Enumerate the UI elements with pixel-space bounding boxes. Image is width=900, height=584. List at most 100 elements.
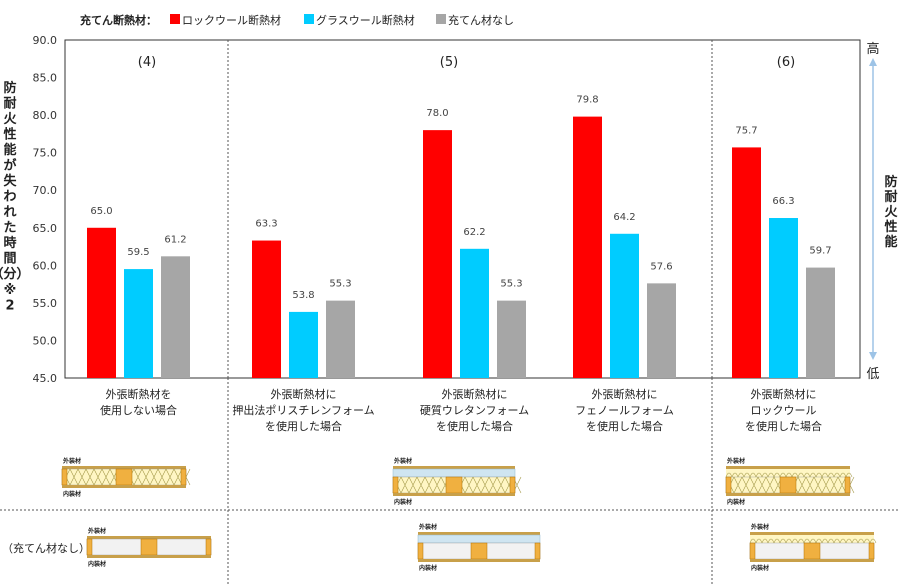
diagram-inner-board — [418, 559, 540, 562]
group-label-line: 外張断熱材に — [592, 387, 658, 401]
diagram-inner-board — [750, 559, 874, 562]
diagram-end-post — [749, 542, 756, 560]
group-label-line: 押出法ポリスチレンフォーム — [232, 403, 374, 417]
bar-value-label: 79.8 — [576, 95, 598, 106]
bar — [423, 130, 452, 378]
diagram-outer-label: 外装材 — [750, 523, 769, 531]
diagram-inner-label: 内装材 — [394, 498, 412, 506]
panel-labels: (4) (5) (6) — [138, 55, 795, 70]
diagram-inner-board — [62, 485, 186, 488]
diagram-outer-label: 外装材 — [726, 457, 745, 465]
diagram-outer-label: 外装材 — [393, 457, 412, 465]
right-axis-title-char: 性 — [884, 219, 897, 235]
y-axis-ticks: 45.0 50.0 55.0 60.0 65.0 70.0 75.0 80.0 85.0 90.0 — [33, 34, 58, 385]
y-axis-title-char: た — [3, 221, 16, 236]
diagram-end-post — [868, 542, 875, 560]
right-axis-high: 高 — [866, 41, 879, 57]
bar — [497, 300, 526, 378]
bar-value-label: 55.3 — [329, 279, 351, 290]
diagram-outer-label: 外装材 — [418, 523, 437, 531]
bar — [87, 227, 116, 378]
diagram-inner-board — [87, 555, 211, 558]
panel-dividers — [227, 40, 713, 378]
y-axis-title-char: わ — [3, 190, 16, 205]
bar-value-label: 61.2 — [164, 234, 186, 245]
bar-value-label: 66.3 — [772, 196, 794, 207]
diagram-inner-board — [726, 493, 850, 496]
y-axis-title-char: ※ — [4, 283, 17, 298]
group-label-line: 外張断熱材に — [271, 387, 337, 401]
legend-label-nofill: 充てん材なし — [448, 13, 514, 27]
group-label-line: 外張断熱材を — [106, 387, 172, 401]
diagram-outer-board — [87, 536, 211, 539]
diagram-outer-board — [62, 466, 186, 469]
diagram-end-post — [509, 476, 516, 494]
y-tick-label: 50.0 — [33, 334, 58, 347]
y-axis-title-char: 時 — [3, 235, 16, 251]
legend-swatch-nofill — [436, 14, 446, 24]
bar — [806, 267, 835, 378]
legend-title: 充てん断熱材： — [80, 13, 157, 27]
right-axis-arrow-up — [869, 58, 877, 66]
y-tick-label: 55.0 — [33, 297, 58, 310]
diagram-inner-label: 内装材 — [419, 564, 437, 572]
diagram-end-post — [725, 476, 732, 494]
bar-value-label: 62.2 — [463, 227, 485, 238]
bar — [647, 283, 676, 378]
y-tick-label: 75.0 — [33, 147, 58, 160]
diagram-end-post — [205, 538, 212, 556]
right-axis-title-char: 能 — [884, 234, 897, 250]
group-label-line: を使用した場合 — [436, 419, 513, 433]
diagram-end-post — [180, 468, 187, 486]
bar-value-label: 64.2 — [613, 212, 635, 223]
diagram-exterior-insulation — [750, 535, 874, 543]
group-label-line: フェノールフォーム — [575, 404, 674, 417]
y-axis-title-char: （分） — [0, 266, 30, 282]
group-label-line: ロックウール — [751, 404, 817, 417]
y-axis-title-char: 火 — [3, 112, 17, 127]
diagram-outer-board — [750, 532, 874, 535]
diagram-stud — [140, 538, 158, 556]
bar — [252, 240, 281, 378]
group-label-line: 使用しない場合 — [100, 403, 177, 417]
legend-swatch-glasswool — [304, 14, 314, 24]
legend-label-glasswool: グラスウール断熱材 — [316, 13, 415, 27]
y-tick-label: 80.0 — [33, 109, 58, 122]
bar-value-label: 53.8 — [292, 290, 314, 301]
bar-value-label: 78.0 — [426, 108, 448, 119]
group-label-line: を使用した場合 — [586, 419, 663, 433]
diagram-end-post — [417, 542, 424, 560]
y-axis-title-char: が — [3, 158, 16, 174]
no-fill-row-label: （充てん材なし） — [2, 541, 90, 555]
diagram-outer-board — [393, 466, 515, 469]
diagram-stud — [803, 542, 821, 560]
bar-value-label: 75.7 — [735, 125, 757, 136]
right-axis-arrow-down — [869, 352, 877, 360]
panel-label: (5) — [440, 55, 458, 70]
diagram-inner-label: 内装材 — [727, 498, 745, 506]
bar — [460, 248, 489, 378]
right-axis-title-char: 耐 — [884, 189, 897, 205]
bar — [573, 116, 602, 378]
group-label-line: を使用した場合 — [265, 419, 342, 433]
bars — [87, 116, 835, 378]
diagram-outer-label: 外装材 — [62, 457, 81, 465]
diagram-stud — [115, 468, 133, 486]
bar — [326, 300, 355, 378]
right-axis-title-char: 火 — [884, 205, 898, 220]
y-tick-label: 85.0 — [33, 72, 58, 85]
y-tick-label: 45.0 — [33, 372, 58, 385]
bar — [289, 311, 318, 378]
right-axis-low: 低 — [866, 367, 879, 382]
right-axis-title-char: 防 — [884, 174, 897, 190]
group-label-line: を使用した場合 — [745, 419, 822, 433]
diagram-end-post — [392, 476, 399, 494]
diagram-wool-pattern — [749, 538, 877, 544]
y-axis-title-char: 能 — [3, 142, 16, 158]
